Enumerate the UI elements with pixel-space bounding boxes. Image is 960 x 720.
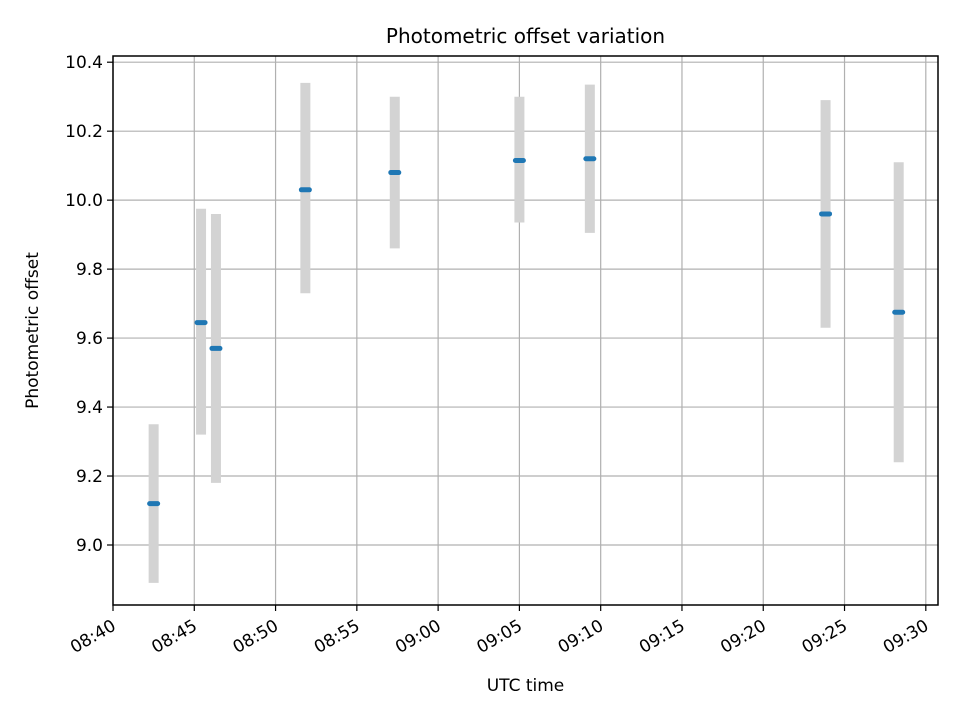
y-tick-label: 9.6 xyxy=(76,329,103,349)
data-points xyxy=(147,156,906,507)
y-tick-label: 9.2 xyxy=(76,467,103,487)
chart-title: Photometric offset variation xyxy=(386,24,665,48)
x-axis-label: UTC time xyxy=(487,676,565,696)
x-tick-label: 08:45 xyxy=(148,616,200,658)
x-tick-label: 08:40 xyxy=(67,616,119,658)
y-tick-label: 10.4 xyxy=(65,53,103,73)
x-tick-label: 09:30 xyxy=(880,616,932,658)
y-tick-label: 10.2 xyxy=(65,122,103,142)
x-tick-label: 09:00 xyxy=(392,616,444,658)
y-tick-label: 10.0 xyxy=(65,191,103,211)
y-tick-label: 9.4 xyxy=(76,398,103,418)
x-tick-label: 09:05 xyxy=(473,616,525,658)
y-axis-label: Photometric offset xyxy=(23,252,43,409)
x-tick-label: 08:55 xyxy=(311,616,363,658)
x-tick-label: 09:25 xyxy=(799,616,851,658)
y-axis-ticks: 9.0 9.2 9.4 9.6 9.8 10.0 10.2 10.4 xyxy=(65,53,113,556)
x-axis-ticks: 08:40 08:45 08:50 08:55 09:00 09:05 09:10 09:15… xyxy=(67,605,932,658)
x-tick-label: 09:15 xyxy=(636,616,688,658)
x-tick-label: 08:50 xyxy=(230,616,282,658)
grid-lines xyxy=(112,56,938,605)
error-bars xyxy=(148,82,904,583)
y-tick-label: 9.8 xyxy=(76,260,103,280)
y-tick-label: 9.0 xyxy=(76,536,103,556)
x-tick-label: 09:20 xyxy=(717,616,769,658)
plot-frame xyxy=(112,55,939,606)
x-tick-label: 09:10 xyxy=(555,616,607,658)
